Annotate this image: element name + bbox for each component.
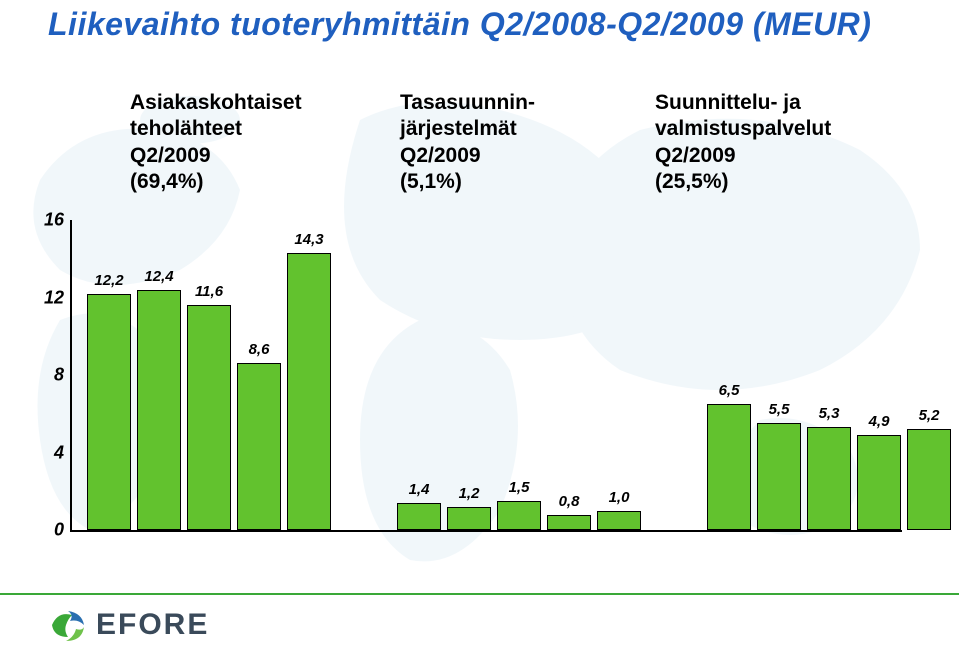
group-label-line: Suunnittelu- ja (655, 90, 831, 116)
y-tick: 0 (54, 520, 64, 541)
bar-fill (757, 423, 801, 530)
bar-fill (287, 253, 331, 530)
logo-text: EFORE (96, 608, 209, 642)
group-label-2: Suunnittelu- javalmistuspalvelutQ2/2009(… (655, 90, 831, 195)
bar-fill (707, 404, 751, 530)
bar: 5,5 (757, 423, 801, 530)
group-label-line: valmistuspalvelut (655, 116, 831, 142)
group-label-0: AsiakaskohtaisetteholähteetQ2/2009(69,4%… (130, 90, 302, 195)
bar-fill (87, 294, 131, 530)
group-label-line: Asiakaskohtaiset (130, 90, 302, 116)
bar-fill (397, 503, 441, 530)
group-label-line: Q2/2009 (130, 143, 302, 169)
bar: 1,5 (497, 501, 541, 530)
bar: 5,3 (807, 427, 851, 530)
bar: 0,8 (547, 515, 591, 531)
bar-value-label: 1,0 (589, 489, 649, 506)
bar-chart: 0481216 12,212,411,68,614,31,41,21,50,81… (70, 220, 900, 530)
group-label-1: Tasasuunnin-järjestelmätQ2/2009(5,1%) (400, 90, 535, 195)
plot-area: 12,212,411,68,614,31,41,21,50,81,06,55,5… (70, 220, 902, 532)
y-axis: 0481216 (22, 220, 70, 530)
y-tick: 4 (54, 442, 64, 463)
bar-fill (137, 290, 181, 530)
group-label-line: (5,1%) (400, 169, 535, 195)
bar-fill (187, 305, 231, 530)
bar: 1,2 (447, 507, 491, 530)
y-tick: 8 (54, 365, 64, 386)
logo-mark-icon (48, 605, 88, 645)
group-label-line: Q2/2009 (400, 143, 535, 169)
group-label-line: Q2/2009 (655, 143, 831, 169)
bar: 4,9 (857, 435, 901, 530)
group-label-line: teholähteet (130, 116, 302, 142)
bar-fill (447, 507, 491, 530)
bar-value-label: 12,4 (129, 268, 189, 285)
y-tick: 12 (44, 287, 64, 308)
y-tick: 16 (44, 210, 64, 231)
bar: 6,5 (707, 404, 751, 530)
bar-fill (907, 429, 951, 530)
bar-value-label: 6,5 (699, 382, 759, 399)
group-label-line: järjestelmät (400, 116, 535, 142)
bar-fill (237, 363, 281, 530)
bars-container: 12,212,411,68,614,31,41,21,50,81,06,55,5… (72, 220, 902, 530)
bar-value-label: 11,6 (179, 283, 239, 300)
group-label-line: (69,4%) (130, 169, 302, 195)
group-label-line: Tasasuunnin- (400, 90, 535, 116)
bar: 11,6 (187, 305, 231, 530)
bar-value-label: 14,3 (279, 231, 339, 248)
bar-fill (807, 427, 851, 530)
bar-fill (547, 515, 591, 531)
bar-fill (857, 435, 901, 530)
bar: 8,6 (237, 363, 281, 530)
page-title: Liikevaihto tuoteryhmittäin Q2/2008-Q2/2… (48, 6, 871, 43)
bar: 1,4 (397, 503, 441, 530)
bar-value-label: 5,2 (899, 407, 959, 424)
bar-fill (597, 511, 641, 530)
bar: 1,0 (597, 511, 641, 530)
bar: 12,4 (137, 290, 181, 530)
bar-value-label: 8,6 (229, 341, 289, 358)
bar: 14,3 (287, 253, 331, 530)
bar: 5,2 (907, 429, 951, 530)
bar-fill (497, 501, 541, 530)
efore-logo: EFORE (48, 605, 209, 645)
group-label-line: (25,5%) (655, 169, 831, 195)
bar: 12,2 (87, 294, 131, 530)
